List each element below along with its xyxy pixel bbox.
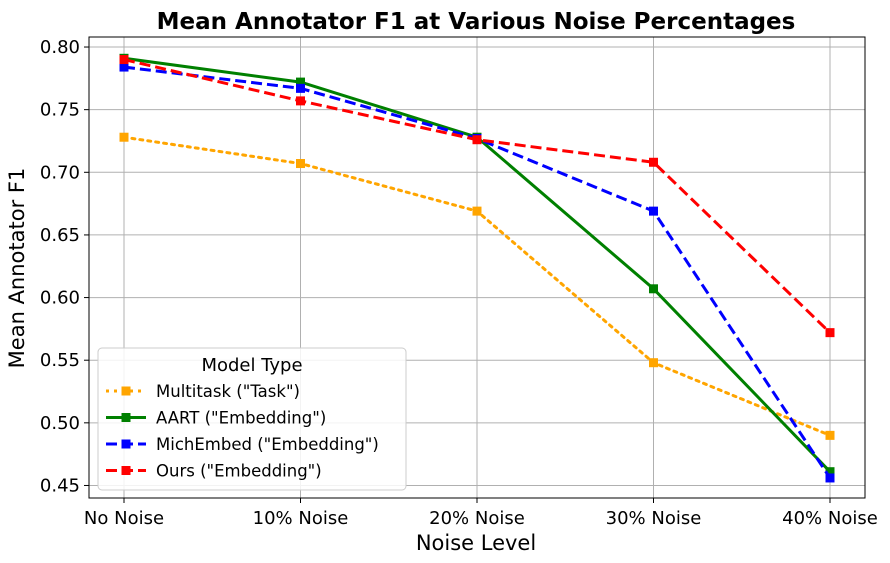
data-point-marker	[825, 467, 835, 477]
legend-swatch-marker	[121, 413, 131, 422]
data-point-marker	[119, 132, 129, 142]
legend-swatch-marker	[121, 439, 131, 449]
data-point-marker	[119, 55, 129, 65]
x-tick-label: No Noise	[84, 508, 164, 529]
x-axis-label: Noise Level	[416, 531, 536, 555]
data-point-marker	[649, 157, 658, 167]
x-axis: No Noise 10% Noise 20% Noise 30% Noise 40% N…	[84, 498, 878, 529]
data-point-marker	[825, 473, 835, 483]
legend-entry-label: MichEmbed ("Embedding")	[156, 435, 379, 454]
data-point-marker	[649, 284, 658, 294]
y-tick-label: 0.75	[40, 100, 80, 121]
data-point-marker	[296, 77, 305, 87]
data-point-marker	[472, 206, 482, 216]
x-tick-label: 40% Noise	[782, 508, 878, 529]
legend-box	[97, 347, 407, 491]
legend-title: Model Type	[201, 355, 302, 376]
y-axis-label: Mean Annotator F1	[5, 168, 29, 369]
data-point-marker	[649, 358, 658, 368]
y-tick-label: 0.45	[40, 475, 80, 496]
series-0	[119, 132, 835, 440]
x-tick-label: 20% Noise	[429, 508, 525, 529]
y-tick-label: 0.50	[40, 413, 80, 434]
data-point-marker	[296, 159, 305, 169]
legend-swatch-marker	[121, 386, 131, 396]
x-tick-label: 30% Noise	[606, 508, 702, 529]
legend: Model Type Multitask ("Task") AART ("Embe…	[97, 347, 407, 491]
chart-title: Mean Annotator F1 at Various Noise Perce…	[157, 9, 796, 35]
y-tick-label: 0.65	[40, 225, 80, 246]
series-3	[119, 55, 835, 338]
data-point-marker	[472, 135, 482, 145]
y-tick-label: 0.70	[40, 162, 80, 183]
y-axis: 0.45 0.50 0.55 0.60 0.65 0.70 0.75 0.80	[40, 37, 89, 496]
legend-entry-label: Multitask ("Task")	[156, 382, 300, 401]
x-tick-label: 10% Noise	[253, 508, 349, 529]
data-point-marker	[649, 206, 658, 216]
y-tick-label: 0.60	[40, 288, 80, 309]
data-point-marker	[296, 83, 305, 93]
legend-entry-label: AART ("Embedding")	[156, 409, 326, 428]
data-point-marker	[825, 430, 835, 440]
data-point-marker	[119, 62, 129, 72]
data-point-marker	[825, 328, 835, 338]
legend-swatch-marker	[121, 466, 131, 475]
series-group	[119, 53, 835, 483]
legend-entry-label: Ours ("Embedding")	[156, 462, 322, 481]
data-point-marker	[296, 96, 305, 106]
y-tick-label: 0.55	[40, 350, 80, 371]
y-tick-label: 0.80	[40, 37, 80, 58]
